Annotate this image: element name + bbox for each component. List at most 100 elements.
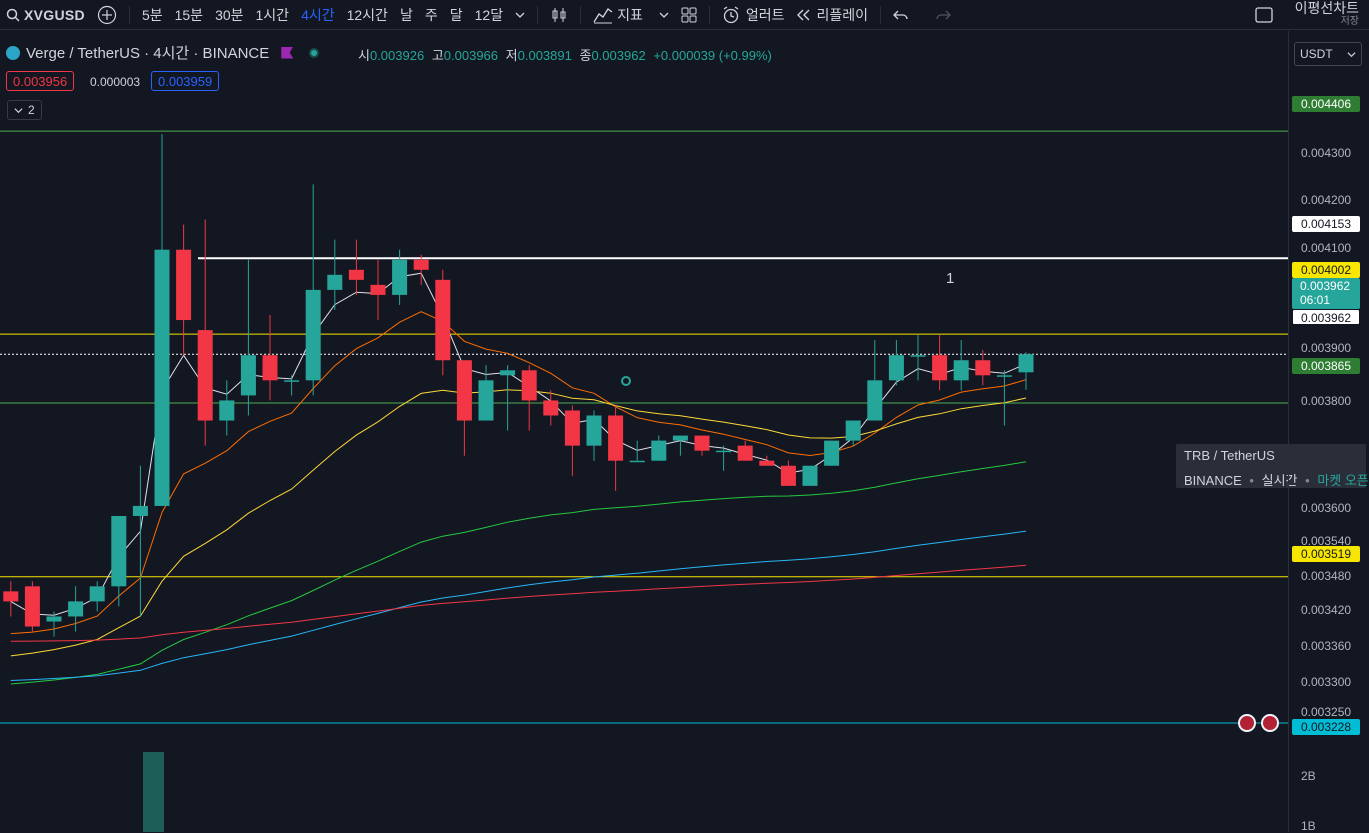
candle[interactable] <box>197 219 213 446</box>
layout-save-status: 저장 <box>1340 15 1359 27</box>
price-chart-canvas[interactable] <box>0 31 1288 832</box>
replay-button[interactable]: 리플레이 <box>790 0 874 30</box>
candle[interactable] <box>24 581 40 632</box>
candle[interactable] <box>629 440 645 463</box>
buy-price-button[interactable]: 0.003959 <box>151 71 220 91</box>
candle[interactable] <box>780 460 796 486</box>
candle-body <box>154 249 170 506</box>
interval-1d[interactable]: 날 <box>399 6 413 23</box>
interval-1w[interactable]: 주 <box>424 6 438 23</box>
interval-4h[interactable]: 4시간 <box>301 6 335 23</box>
indicators-button[interactable]: 지표 <box>587 0 675 30</box>
chevron-down-icon <box>1347 51 1356 57</box>
undo-button[interactable] <box>887 0 915 30</box>
redo-icon <box>936 10 951 19</box>
candle[interactable] <box>672 435 688 456</box>
spread-value: 0.000003 <box>90 75 141 89</box>
moving-average-line-5[interactable] <box>10 530 1027 681</box>
indicators-collapse-button[interactable]: 2 <box>7 100 42 120</box>
candle[interactable] <box>413 254 429 285</box>
candle[interactable] <box>845 420 861 446</box>
candle[interactable] <box>392 249 408 305</box>
chart-type-button[interactable] <box>544 0 574 30</box>
candle[interactable] <box>1018 352 1034 390</box>
candle[interactable] <box>586 410 602 461</box>
candle[interactable] <box>694 435 710 456</box>
templates-button[interactable] <box>675 0 703 30</box>
candle[interactable] <box>176 224 192 356</box>
candle[interactable] <box>996 370 1012 426</box>
candle[interactable] <box>327 239 343 310</box>
candle[interactable] <box>737 440 753 461</box>
search-icon <box>6 8 20 22</box>
candle[interactable] <box>68 586 84 632</box>
redo-button[interactable] <box>929 0 957 30</box>
legend-title[interactable]: Verge / TetherUS · 4시간 · BINANCE <box>26 45 270 62</box>
chart-pane[interactable]: 1 <box>0 31 1288 832</box>
candle[interactable] <box>46 611 62 637</box>
candle[interactable] <box>456 360 472 456</box>
divider <box>537 5 539 24</box>
candle-body <box>89 586 105 602</box>
candle[interactable] <box>500 365 516 431</box>
candle[interactable] <box>240 259 256 416</box>
candle[interactable] <box>716 445 732 471</box>
candle[interactable] <box>888 340 904 386</box>
interval-dropdown[interactable] <box>509 0 531 30</box>
interval-12h[interactable]: 12시간 <box>346 6 388 23</box>
bar-countdown: 06:01 <box>1300 293 1331 307</box>
candle[interactable] <box>867 340 883 421</box>
candle[interactable] <box>305 184 321 396</box>
currency-value: USDT <box>1300 47 1333 61</box>
moving-average-line-2[interactable] <box>10 311 1027 635</box>
candle[interactable] <box>219 380 235 436</box>
candle[interactable] <box>564 405 580 476</box>
interval-30m[interactable]: 30분 <box>215 6 244 23</box>
us-flag-event-icon <box>1238 714 1256 732</box>
flag-icon[interactable] <box>281 46 294 59</box>
candle[interactable] <box>132 465 148 617</box>
layout-name-button[interactable]: 이평선차트 저장 <box>1279 1 1369 28</box>
layout-toggle[interactable] <box>1249 0 1279 30</box>
candle[interactable] <box>759 455 775 466</box>
candle[interactable] <box>824 440 840 466</box>
candle[interactable] <box>910 335 926 381</box>
price-scale[interactable]: 0.004300 0.004200 0.004100 0.003900 0.00… <box>1288 31 1369 833</box>
interval-1mo[interactable]: 달 <box>449 6 463 23</box>
candle[interactable] <box>953 340 969 391</box>
interval-12mo[interactable]: 12달 <box>474 6 504 23</box>
candle[interactable] <box>3 581 19 617</box>
candle[interactable] <box>521 365 537 431</box>
candle[interactable] <box>284 375 300 396</box>
high-value: 0.003966 <box>443 48 499 63</box>
moving-average-line-6[interactable] <box>10 564 1027 642</box>
sell-price-button[interactable]: 0.003956 <box>6 71 75 91</box>
close-label: 종 <box>579 48 592 63</box>
candle[interactable] <box>262 315 278 401</box>
candle[interactable] <box>370 259 386 321</box>
candle[interactable] <box>543 390 559 426</box>
candle[interactable] <box>802 465 818 486</box>
scale-tick: 0.003360 <box>1301 639 1352 653</box>
alert-button[interactable]: 얼러트 <box>716 0 791 30</box>
candle-body <box>500 370 516 376</box>
symbol-search[interactable]: XVGUSD <box>0 0 91 30</box>
candle[interactable] <box>975 350 991 386</box>
moving-average-line-4[interactable] <box>10 461 1027 685</box>
candle[interactable] <box>608 405 624 491</box>
candle[interactable] <box>435 269 451 376</box>
candle-body <box>672 435 688 441</box>
candle[interactable] <box>348 239 364 295</box>
candle[interactable] <box>478 365 494 421</box>
interval-15m[interactable]: 15분 <box>174 6 204 23</box>
interval-1h[interactable]: 1시간 <box>255 6 290 23</box>
candle[interactable] <box>111 515 127 607</box>
interval-5m[interactable]: 5분 <box>141 6 163 23</box>
candle[interactable] <box>89 581 105 612</box>
currency-select[interactable]: USDT <box>1294 42 1362 66</box>
compare-symbol-button[interactable] <box>91 0 123 30</box>
candle[interactable] <box>651 435 667 461</box>
candle[interactable] <box>932 335 948 391</box>
candle-body <box>219 400 235 421</box>
candle[interactable] <box>154 134 170 506</box>
